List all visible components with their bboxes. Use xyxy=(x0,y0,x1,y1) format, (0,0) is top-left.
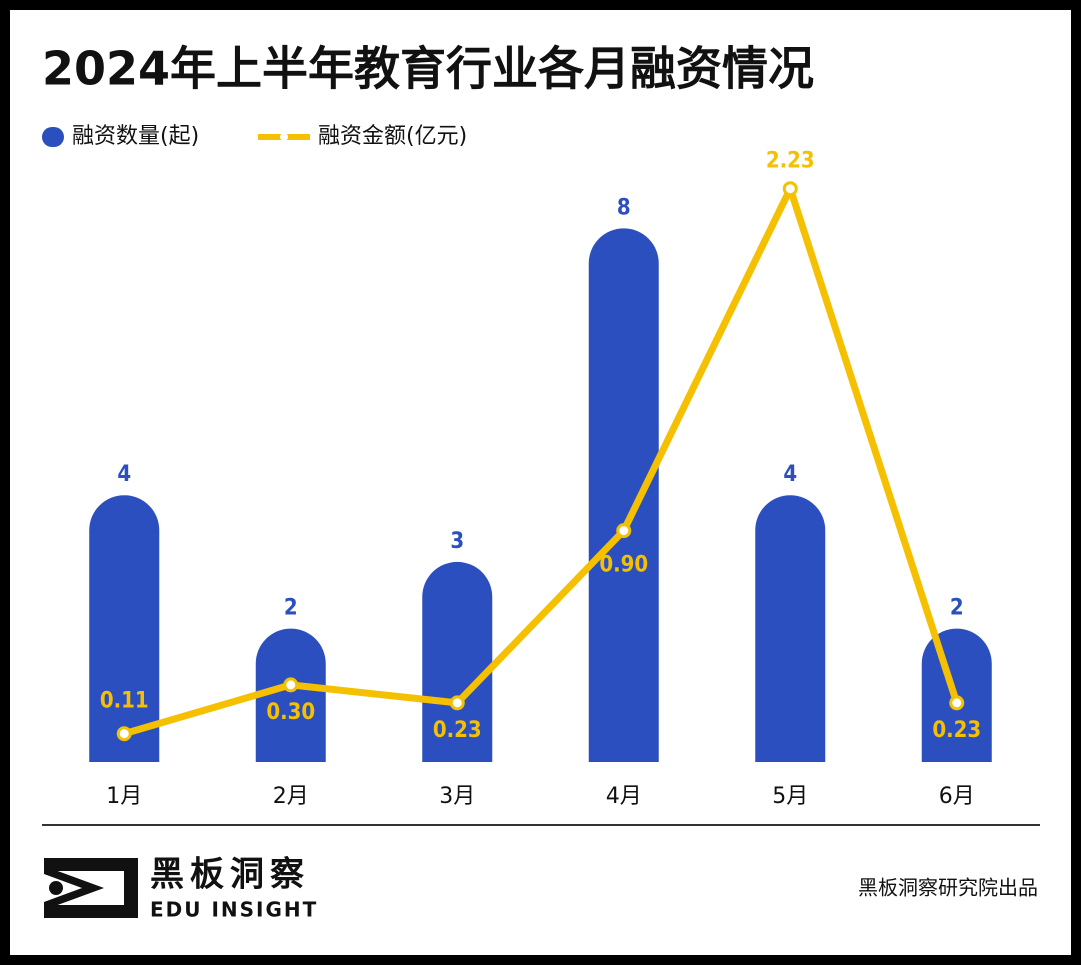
value-label: 0.30 xyxy=(266,700,315,725)
value-label: 4 xyxy=(783,462,797,487)
bar xyxy=(89,495,160,762)
bar xyxy=(255,628,326,762)
logo-icon xyxy=(44,858,138,918)
bar xyxy=(588,228,659,762)
legend-swatch xyxy=(42,127,64,147)
value-label: 0.23 xyxy=(932,718,981,743)
value-label: 3 xyxy=(450,529,464,554)
bar xyxy=(422,561,493,762)
value-label: 0.90 xyxy=(599,553,648,578)
background xyxy=(10,10,1071,955)
x-tick-label: 2月 xyxy=(273,784,309,809)
x-tick-label: 1月 xyxy=(106,784,142,809)
value-label: 2 xyxy=(284,596,298,621)
value-label: 4 xyxy=(117,462,131,487)
x-tick-label: 6月 xyxy=(939,784,975,809)
legend-swatch xyxy=(280,133,288,141)
point xyxy=(283,677,299,693)
legend-label: 融资数量(起) xyxy=(72,124,199,149)
value-label: 8 xyxy=(617,195,631,220)
point xyxy=(116,726,132,742)
value-label: 2.23 xyxy=(766,149,815,174)
chart-title: 2024年上半年教育行业各月融资情况 xyxy=(42,42,814,96)
point xyxy=(949,695,965,711)
line xyxy=(123,185,961,738)
x-tick-label: 4月 xyxy=(606,784,642,809)
logo-cn: 黑板洞察 xyxy=(150,855,310,895)
point xyxy=(616,523,632,539)
point xyxy=(449,695,465,711)
value-label: 2 xyxy=(950,596,964,621)
x-tick-label: 3月 xyxy=(439,784,475,809)
x-tick-label: 5月 xyxy=(772,784,808,809)
value-label: 0.11 xyxy=(100,689,149,714)
point xyxy=(782,181,798,197)
logo-en: EDU INSIGHT xyxy=(150,898,318,922)
legend-label: 融资金额(亿元) xyxy=(318,124,467,149)
bar xyxy=(755,495,826,762)
credit: 黑板洞察研究院出品 xyxy=(858,876,1038,900)
value-label: 0.23 xyxy=(433,718,482,743)
